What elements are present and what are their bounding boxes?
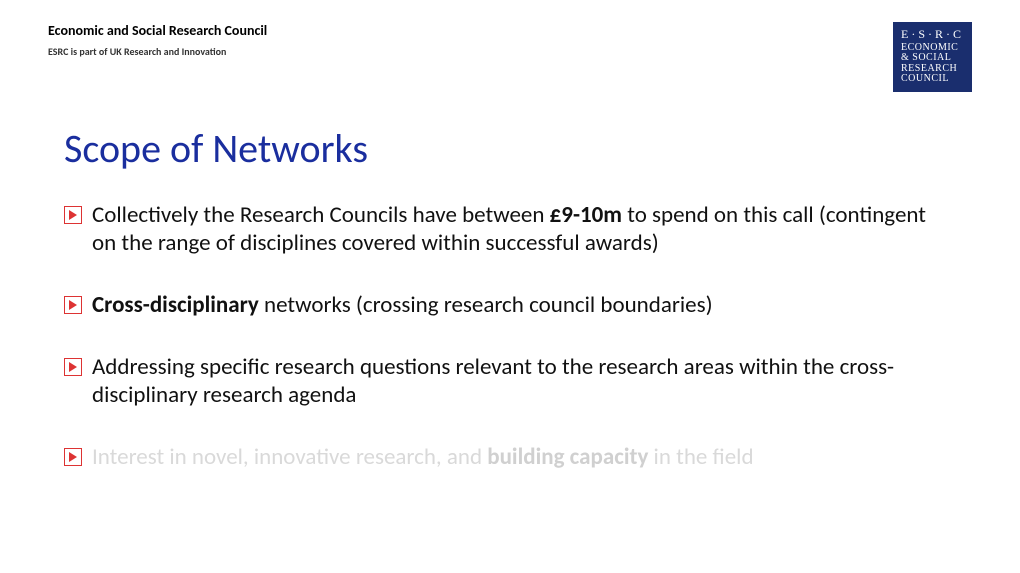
bullet-text: Addressing specific research questions r… bbox=[92, 353, 952, 409]
bullet-marker-icon bbox=[64, 448, 82, 466]
bullet-text: Cross-disciplinary networks (crossing re… bbox=[92, 291, 713, 319]
bullet-item: Addressing specific research questions r… bbox=[64, 353, 952, 409]
esrc-logo: E·S·R·C ECONOMIC & SOCIAL RESEARCH COUNC… bbox=[893, 22, 972, 92]
header-row: Economic and Social Research Council ESR… bbox=[48, 22, 972, 92]
logo-line: COUNCIL bbox=[901, 74, 964, 85]
bullet-list: Collectively the Research Councils have … bbox=[64, 201, 972, 471]
bullet-item: Collectively the Research Councils have … bbox=[64, 201, 952, 257]
bullet-item: Interest in novel, innovative research, … bbox=[64, 443, 952, 471]
slide-title: Scope of Networks bbox=[64, 124, 972, 173]
bullet-marker-icon bbox=[64, 358, 82, 376]
slide: Economic and Social Research Council ESR… bbox=[0, 0, 1020, 573]
bullet-text: Interest in novel, innovative research, … bbox=[92, 443, 754, 471]
bullet-text: Collectively the Research Councils have … bbox=[92, 201, 952, 257]
org-subtitle: ESRC is part of UK Research and Innovati… bbox=[48, 45, 267, 58]
org-name: Economic and Social Research Council bbox=[48, 22, 267, 39]
bullet-item: Cross-disciplinary networks (crossing re… bbox=[64, 291, 952, 319]
bullet-marker-icon bbox=[64, 206, 82, 224]
header-text: Economic and Social Research Council ESR… bbox=[48, 22, 267, 58]
logo-acronym: E·S·R·C bbox=[901, 28, 964, 41]
bullet-marker-icon bbox=[64, 296, 82, 314]
